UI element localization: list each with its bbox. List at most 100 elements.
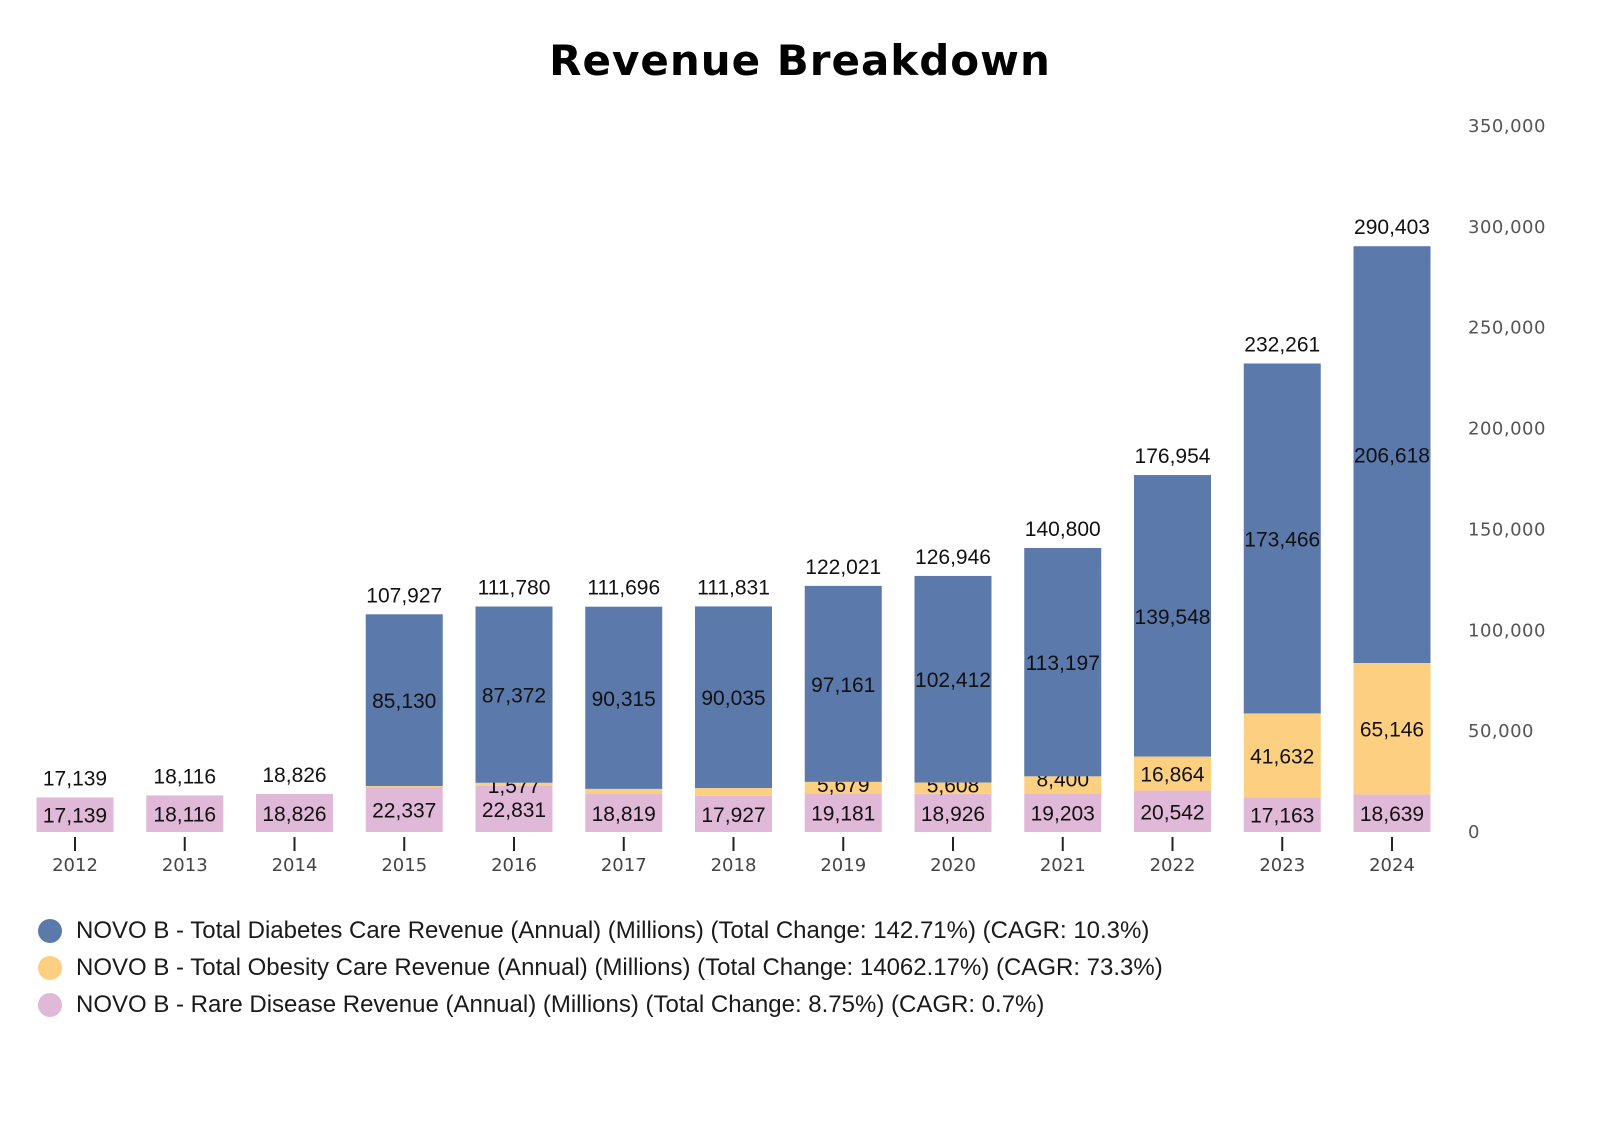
bar-segment[interactable]	[804, 793, 882, 832]
bar-segment-label: 18,819	[592, 803, 656, 826]
bar-total-label: 111,780	[478, 577, 551, 600]
legend-item-diabetes[interactable]: NOVO B - Total Diabetes Care Revenue (An…	[38, 912, 1163, 949]
bar-segment[interactable]	[475, 606, 553, 783]
bar-segment[interactable]	[365, 786, 443, 787]
bar-segment[interactable]	[1353, 662, 1431, 795]
bar-segment[interactable]	[585, 794, 663, 832]
legend-marker-diabetes-icon	[38, 918, 62, 943]
bar-segment-label: 19,203	[1031, 803, 1095, 826]
bar-segment-label: 173,466	[1244, 528, 1320, 551]
bar-segment[interactable]	[36, 797, 114, 832]
bar-segment-label: 41,632	[1250, 745, 1314, 768]
legend-marker-obesity-icon	[38, 955, 62, 980]
legend-item-obesity[interactable]: NOVO B - Total Obesity Care Revenue (Ann…	[38, 949, 1163, 986]
bar-segment-label: 90,035	[701, 687, 765, 710]
chart-legend: NOVO B - Total Diabetes Care Revenue (An…	[38, 912, 1163, 1023]
x-tick-label: 2021	[1040, 855, 1086, 876]
bar-segment-label: 22,831	[482, 799, 546, 822]
x-tick-label: 2018	[711, 855, 757, 876]
bar-segment[interactable]	[256, 794, 333, 832]
y-tick-label: 350,000	[1468, 116, 1546, 137]
y-tick-label: 100,000	[1468, 620, 1546, 641]
bar-segment-label: 139,548	[1135, 606, 1211, 629]
y-tick-label: 250,000	[1468, 318, 1546, 339]
bar-segment[interactable]	[475, 782, 553, 786]
bar-total-label: 18,826	[262, 764, 326, 787]
legend-item-rare-disease[interactable]: NOVO B - Rare Disease Revenue (Annual) (…	[38, 986, 1163, 1023]
bar-segment[interactable]	[804, 585, 882, 782]
x-tick-label: 2017	[601, 855, 647, 876]
bar-segment-label: 22,337	[372, 799, 436, 822]
x-tick-label: 2012	[52, 855, 98, 876]
bar-segment-label: 85,130	[372, 690, 436, 713]
bar-segment[interactable]	[1024, 547, 1102, 777]
bar-total-label: 140,800	[1025, 518, 1101, 541]
bar-segment-label: 17,163	[1250, 805, 1314, 828]
bar-segment[interactable]	[695, 606, 772, 789]
bar-total-label: 111,696	[587, 577, 660, 600]
bar-segment-label: 18,639	[1360, 803, 1424, 826]
bar-segment[interactable]	[1243, 797, 1321, 832]
bar-segment[interactable]	[695, 788, 772, 796]
bar-segment[interactable]	[1353, 794, 1431, 832]
bar-total-label: 290,403	[1354, 216, 1430, 239]
bar-segment[interactable]	[1243, 713, 1321, 798]
bar-segment[interactable]	[1134, 790, 1211, 832]
y-tick-label: 50,000	[1468, 721, 1534, 742]
bar-segment-label: 102,412	[915, 669, 991, 692]
bar-segment[interactable]	[1353, 246, 1431, 663]
y-tick-label: 150,000	[1468, 519, 1546, 540]
legend-marker-rare-disease-icon	[38, 992, 62, 1017]
bar-segment-label: 17,139	[43, 805, 107, 828]
bar-total-label: 126,946	[915, 546, 991, 569]
x-tick-label: 2015	[381, 855, 427, 876]
bar-segment-label: 18,926	[921, 803, 985, 826]
bar-total-label: 107,927	[366, 584, 442, 607]
bar-segment-label: 97,161	[811, 674, 875, 697]
bar-segment-label: 20,542	[1140, 801, 1204, 824]
bar-segment[interactable]	[365, 786, 443, 832]
bar-segment-label: 206,618	[1354, 445, 1430, 468]
bar-segment[interactable]	[146, 795, 224, 832]
x-tick-label: 2014	[272, 855, 318, 876]
bar-total-label: 232,261	[1244, 333, 1320, 356]
bar-segment[interactable]	[914, 782, 992, 794]
bar-segment-label: 18,826	[262, 803, 326, 826]
legend-label-rare-disease: NOVO B - Rare Disease Revenue (Annual) (…	[76, 990, 1045, 1018]
bar-segment[interactable]	[1024, 793, 1102, 832]
bar-segment-label: 90,315	[592, 688, 656, 711]
bar-segment[interactable]	[695, 795, 772, 832]
x-tick-label: 2016	[491, 855, 537, 876]
bar-segment[interactable]	[914, 793, 992, 832]
bar-segment-label: 87,372	[482, 685, 546, 708]
bar-segment[interactable]	[1024, 776, 1102, 794]
bar-segment[interactable]	[1134, 756, 1211, 791]
x-tick-label: 2023	[1259, 855, 1305, 876]
y-tick-label: 0	[1468, 822, 1480, 843]
bar-segment-label: 18,116	[153, 804, 216, 827]
bar-segment[interactable]	[365, 614, 443, 787]
bar-segment[interactable]	[585, 788, 663, 795]
bar-segment-label: 16,864	[1140, 764, 1205, 787]
legend-label-diabetes: NOVO B - Total Diabetes Care Revenue (An…	[76, 916, 1150, 944]
bar-segment[interactable]	[1134, 475, 1211, 757]
bar-segment[interactable]	[1243, 363, 1321, 714]
bar-segment[interactable]	[914, 575, 992, 783]
x-tick-label: 2019	[820, 855, 866, 876]
bar-segment[interactable]	[475, 785, 553, 832]
x-tick-label: 2024	[1369, 855, 1415, 876]
x-tick-label: 2020	[930, 855, 976, 876]
chart-title: Revenue Breakdown	[549, 36, 1051, 85]
bar-segment-label: 17,927	[701, 804, 765, 827]
bar-segment-label: 19,181	[811, 803, 875, 826]
bar-segment[interactable]	[585, 606, 663, 789]
bar-total-label: 17,139	[43, 767, 107, 790]
x-tick-label: 2022	[1150, 855, 1196, 876]
bar-segment[interactable]	[804, 781, 882, 794]
bar-total-label: 176,954	[1135, 445, 1211, 468]
bar-segment-label: 113,197	[1026, 652, 1100, 675]
bar-total-label: 18,116	[153, 765, 216, 788]
bar-segment-label: 65,146	[1360, 719, 1424, 742]
bar-total-label: 122,021	[805, 556, 881, 579]
legend-label-obesity: NOVO B - Total Obesity Care Revenue (Ann…	[76, 953, 1163, 981]
